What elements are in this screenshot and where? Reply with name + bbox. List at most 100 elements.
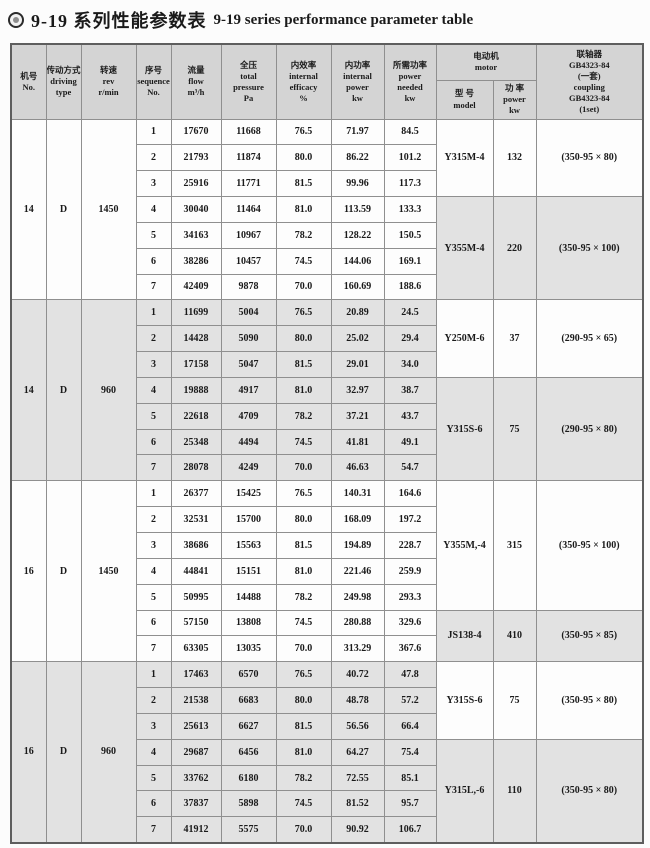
sequence-no-cell: 3	[135, 712, 172, 740]
internal-power-cell: 64.27	[330, 738, 385, 766]
pressure-cell: 15425	[220, 480, 277, 508]
header-machine-no: 机号 No.	[10, 43, 47, 120]
table-row: 16 D 960 1 17463 6570 76.5 40.72 47.8 Y315S-6 75 (3…	[10, 661, 644, 844]
table-row: 4 30040 11464 81.0 113.59 133.3 Y355M-4 220 (350…	[11, 196, 644, 301]
table-row: 2 21538 6683 80.0 48.78 57.2	[11, 687, 643, 714]
motor-model-cell: Y315L,-6	[435, 738, 494, 844]
pressure-cell: 11668	[220, 118, 277, 146]
pressure-cell: 6627	[220, 712, 277, 740]
efficacy-cell: 81.5	[275, 712, 332, 740]
flow-cell: 25613	[170, 712, 222, 740]
sequence-no-cell: 5	[135, 764, 172, 792]
sequence-no-cell: 6	[135, 790, 172, 818]
machine-no-cell: 16	[10, 480, 47, 663]
efficacy-cell: 74.5	[275, 609, 332, 637]
efficacy-cell: 76.5	[275, 118, 332, 146]
efficacy-cell: 74.5	[275, 790, 332, 818]
coupling-cell: (290-95 × 65)	[535, 299, 644, 378]
header-motor-power: 功 率 power kw	[492, 79, 537, 120]
pressure-cell: 4249	[220, 454, 277, 482]
table-row: 3 38686 15563 81.5 194.89 228.7	[11, 532, 643, 559]
driving-type-cell: D	[45, 661, 82, 844]
driving-type-cell: D	[45, 118, 82, 301]
motor-power-cell: 220	[492, 196, 537, 301]
flow-cell: 25916	[170, 170, 222, 198]
sequence-no-cell: 5	[135, 583, 172, 611]
table-row: 3 25613 6627 81.5 56.56 66.4	[11, 712, 643, 740]
internal-power-cell: 72.55	[330, 764, 385, 792]
flow-cell: 50995	[170, 583, 222, 611]
power-needed-cell: 106.7	[383, 816, 437, 844]
flow-cell: 42409	[170, 273, 222, 301]
power-needed-cell: 38.7	[383, 376, 437, 404]
flow-cell: 22618	[170, 402, 222, 430]
header-driving-type: 传动方式 driving type	[45, 43, 82, 120]
sequence-no-cell: 5	[135, 221, 172, 249]
efficacy-cell: 78.2	[275, 583, 332, 611]
motor-model-cell: Y355M-4	[435, 196, 494, 301]
sequence-no-cell: 2	[135, 687, 172, 714]
motor-model-cell: Y250M-6	[435, 299, 494, 378]
sequence-no-cell: 2	[135, 144, 172, 172]
pressure-cell: 5090	[220, 325, 277, 353]
power-needed-cell: 101.2	[383, 144, 437, 172]
sequence-no-cell: 2	[135, 506, 172, 533]
motor-power-cell: 37	[492, 299, 537, 378]
efficacy-cell: 74.5	[275, 428, 332, 456]
efficacy-cell: 80.0	[275, 325, 332, 353]
internal-power-cell: 160.69	[330, 273, 385, 301]
pressure-cell: 6456	[220, 738, 277, 766]
power-needed-cell: 150.5	[383, 221, 437, 249]
pressure-cell: 10967	[220, 221, 277, 249]
page-title-zh: 9-19 系列性能参数表	[31, 11, 207, 31]
sequence-no-cell: 4	[135, 738, 172, 766]
flow-cell: 28078	[170, 454, 222, 482]
flow-cell: 14428	[170, 325, 222, 353]
internal-power-cell: 221.46	[330, 557, 385, 585]
efficacy-cell: 74.5	[275, 247, 332, 275]
coupling-cell: (350-95 × 100)	[535, 480, 644, 611]
header-power-needed: 所需功率 power needed kw	[383, 43, 437, 120]
internal-power-cell: 37.21	[330, 402, 385, 430]
motor-power-cell: 75	[492, 661, 537, 740]
coupling-cell: (350-95 × 80)	[535, 661, 644, 740]
power-needed-cell: 259.9	[383, 557, 437, 585]
power-needed-cell: 66.4	[383, 712, 437, 740]
efficacy-cell: 81.5	[275, 351, 332, 378]
power-needed-cell: 293.3	[383, 583, 437, 611]
flow-cell: 17670	[170, 118, 222, 146]
power-needed-cell: 84.5	[383, 118, 437, 146]
internal-power-cell: 144.06	[330, 247, 385, 275]
internal-power-cell: 168.09	[330, 506, 385, 533]
pressure-cell: 6570	[220, 661, 277, 689]
machine-no-cell: 14	[10, 118, 47, 301]
table-row: 14 D 960 1 11699 5004 76.5 20.89 24.5 Y250M-6 37 (2…	[10, 299, 644, 482]
internal-power-cell: 48.78	[330, 687, 385, 714]
internal-power-cell: 81.52	[330, 790, 385, 818]
motor-power-cell: 132	[492, 118, 537, 198]
driving-type-cell: D	[45, 299, 82, 482]
sequence-no-cell: 7	[135, 635, 172, 663]
header-rev: 转速 rev r/min	[80, 43, 137, 120]
header-sequence-no: 序号 sequence No.	[135, 43, 172, 120]
efficacy-cell: 80.0	[275, 506, 332, 533]
flow-cell: 44841	[170, 557, 222, 585]
table-row: 6 38286 10457 74.5 144.06 169.1	[11, 247, 643, 275]
flow-cell: 11699	[170, 299, 222, 327]
rev-cell: 1450	[80, 118, 137, 301]
efficacy-cell: 78.2	[275, 221, 332, 249]
power-needed-cell: 228.7	[383, 532, 437, 559]
table-row: 4 44841 15151 81.0 221.46 259.9	[11, 557, 643, 585]
power-needed-cell: 367.6	[383, 635, 437, 663]
internal-power-cell: 249.98	[330, 583, 385, 611]
power-needed-cell: 34.0	[383, 351, 437, 378]
sequence-no-cell: 4	[135, 376, 172, 404]
flow-cell: 17158	[170, 351, 222, 378]
table-row: 4 19888 4917 81.0 32.97 38.7 Y315S-6 75 (290-95 …	[11, 376, 644, 482]
pressure-cell: 14488	[220, 583, 277, 611]
sequence-no-cell: 1	[135, 661, 172, 689]
efficacy-cell: 78.2	[275, 764, 332, 792]
internal-power-cell: 140.31	[330, 480, 385, 508]
sequence-no-cell: 6	[135, 428, 172, 456]
power-needed-cell: 133.3	[383, 196, 437, 223]
